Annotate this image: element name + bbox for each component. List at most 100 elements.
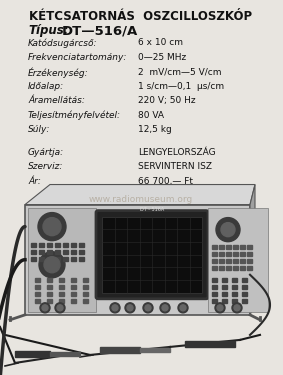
Bar [47,299,52,303]
Bar [247,245,252,249]
Bar [212,266,217,270]
Text: DT—516/A: DT—516/A [62,24,138,37]
Text: SERVINTERN ISZ: SERVINTERN ISZ [138,162,212,171]
Text: Áramellátás:: Áramellátás: [28,96,85,105]
Circle shape [216,217,240,242]
Bar [226,245,231,249]
Circle shape [38,213,66,241]
Bar [83,292,88,296]
Text: 80 VA: 80 VA [138,111,164,120]
Polygon shape [250,184,255,315]
Circle shape [221,223,235,237]
Circle shape [44,257,60,273]
Bar [47,257,52,261]
Circle shape [143,303,153,313]
Bar [212,278,217,282]
Circle shape [112,305,118,311]
Circle shape [145,305,151,311]
Text: Súly:: Súly: [28,125,50,134]
Bar [222,299,227,303]
Bar [35,285,40,289]
Bar [35,299,40,303]
Bar [71,278,76,282]
Text: 2  mV/cm—5 V/cm: 2 mV/cm—5 V/cm [138,67,222,76]
Bar [71,250,76,254]
Bar [212,245,217,249]
Bar [35,292,40,296]
Bar [242,292,247,296]
Bar [212,252,217,256]
Bar [71,257,76,261]
Bar [47,285,52,289]
Text: 12,5 kg: 12,5 kg [138,125,172,134]
Bar [208,208,268,312]
Bar [232,278,237,282]
Text: 1 s/cm—0,1  μs/cm: 1 s/cm—0,1 μs/cm [138,82,224,91]
Bar [212,292,217,296]
Bar [247,266,252,270]
Bar [212,259,217,263]
Bar [102,217,202,293]
Text: 0—25 MHz: 0—25 MHz [138,53,186,62]
Text: www.radiomuseum.org: www.radiomuseum.org [89,195,193,204]
FancyBboxPatch shape [96,211,208,299]
Bar [47,278,52,282]
Bar [242,299,247,303]
Circle shape [234,305,240,311]
Bar [55,250,60,254]
Text: Szerviz:: Szerviz: [28,162,63,171]
Bar [55,243,60,247]
Polygon shape [25,184,255,205]
Circle shape [57,305,63,311]
Text: DT - 516A: DT - 516A [140,207,164,212]
Text: Érzékenység:: Érzékenység: [28,67,89,78]
Bar [59,285,64,289]
Bar [55,257,60,261]
Text: Típus:: Típus: [28,24,68,37]
Bar [247,252,252,256]
Text: 66 700,— Ft: 66 700,— Ft [138,177,193,186]
Bar [219,245,224,249]
Circle shape [180,305,186,311]
Bar [15,351,50,357]
Circle shape [55,303,65,313]
Text: KÉTCSATORNÁS  OSZCILLOSZKÓP: KÉTCSATORNÁS OSZCILLOSZKÓP [29,10,252,23]
Circle shape [162,305,168,311]
Bar [222,292,227,296]
Bar [212,299,217,303]
Bar [219,266,224,270]
Bar [31,243,36,247]
Bar [212,285,217,289]
Bar [63,257,68,261]
Bar [242,285,247,289]
Bar [83,299,88,303]
Bar [242,278,247,282]
Bar [232,292,237,296]
Circle shape [217,305,223,311]
Bar [222,285,227,289]
Bar [83,278,88,282]
Text: Frekvenciatartomány:: Frekvenciatartomány: [28,53,127,62]
Circle shape [232,303,242,313]
Bar [59,299,64,303]
Bar [100,347,140,353]
Bar [71,292,76,296]
Text: Katódsugárcső:: Katódsugárcső: [28,38,98,48]
Bar [83,285,88,289]
Bar [47,243,52,247]
Bar [39,243,44,247]
Bar [31,257,36,261]
Circle shape [42,305,48,311]
Circle shape [40,303,50,313]
Bar [233,245,238,249]
Bar [185,341,235,347]
Text: LENGYELORSZÁG: LENGYELORSZÁG [138,148,216,157]
Bar [31,250,36,254]
Circle shape [43,217,61,236]
Bar [233,252,238,256]
Text: 220 V; 50 Hz: 220 V; 50 Hz [138,96,196,105]
Text: Teljesítményfelvétel:: Teljesítményfelvétel: [28,111,121,120]
Bar [240,266,245,270]
Bar [226,252,231,256]
Bar [240,245,245,249]
